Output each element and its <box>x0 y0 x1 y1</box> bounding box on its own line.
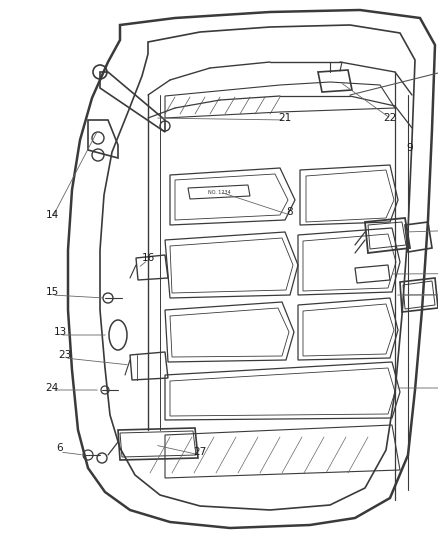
Text: 27: 27 <box>193 447 207 457</box>
Text: 16: 16 <box>141 253 155 263</box>
Text: 9: 9 <box>407 143 413 153</box>
Text: 13: 13 <box>53 327 67 337</box>
Text: 23: 23 <box>58 350 72 360</box>
Text: 24: 24 <box>46 383 59 393</box>
Text: 15: 15 <box>46 287 59 297</box>
Text: 22: 22 <box>383 113 397 123</box>
Text: 14: 14 <box>46 210 59 220</box>
Text: 8: 8 <box>287 207 293 217</box>
Text: 21: 21 <box>279 113 292 123</box>
Text: NO. 1234: NO. 1234 <box>208 190 230 195</box>
Text: 6: 6 <box>57 443 64 453</box>
